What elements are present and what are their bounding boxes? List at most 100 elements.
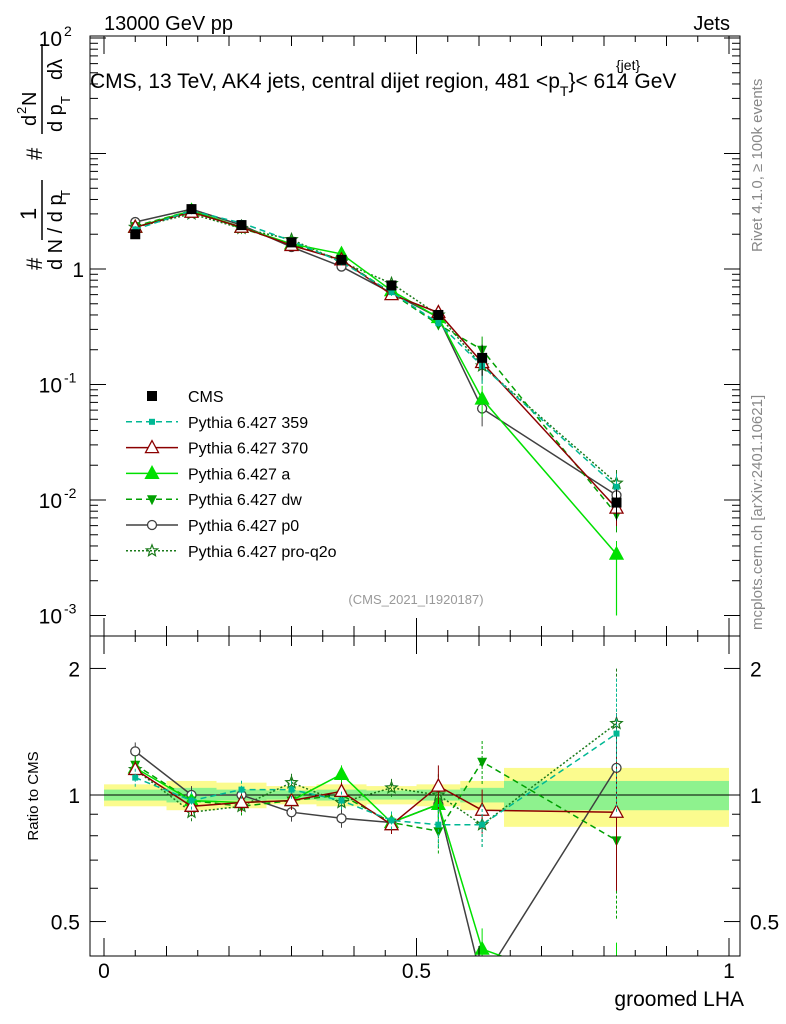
main-series-4 (130, 206, 622, 533)
main-ytick-label: 10 (39, 490, 62, 513)
main-point (286, 237, 297, 248)
ratio-ytick-label-right: 1 (750, 785, 762, 808)
ylabel-one: 1 (16, 208, 41, 220)
main-series-3 (127, 202, 625, 573)
main-point (433, 309, 444, 320)
title-end: }< 614 GeV (568, 70, 676, 93)
legend-marker (144, 439, 160, 454)
ratio-series-1 (132, 678, 620, 849)
legend-entry: CMS (147, 389, 224, 406)
ratio-ytick-label-right: 2 (750, 658, 762, 681)
main-ytick-label: 10 (39, 28, 62, 51)
ratio-frame (89, 635, 741, 957)
header-energy: 13000 GeV pp (104, 13, 233, 35)
ylabel-2: 2 (14, 107, 29, 114)
ratio-point (477, 757, 488, 768)
legend-label: Pythia 6.427 359 (188, 415, 308, 432)
main-point (236, 220, 247, 231)
ratio-point (188, 797, 195, 804)
header-category: Jets (693, 13, 730, 35)
ratio-point (183, 797, 200, 812)
main-ytick-exp: -3 (64, 601, 77, 617)
x-tick-label: 0 (98, 960, 110, 983)
title-sub: T (560, 83, 569, 99)
main-point (130, 229, 141, 240)
ratio-point (478, 977, 487, 986)
x-tick-label: 0.5 (402, 960, 431, 983)
ylabel-n: N (19, 92, 41, 106)
legend: CMS Pythia 6.427 359 Pythia 6.427 370 Pythi… (126, 389, 337, 561)
legend-entry: Pythia 6.427 359 (126, 415, 308, 432)
ratio-series (127, 668, 625, 986)
legend-marker (149, 418, 155, 425)
ratio-point (388, 817, 395, 824)
ylabel-d: d (19, 115, 41, 126)
main-point (336, 254, 347, 265)
rivet-version: Rivet 4.1.0, ≥ 100k events (749, 79, 766, 252)
ylabel-dn: d N / d p (45, 194, 67, 270)
legend-label: Pythia 6.427 a (188, 466, 290, 483)
ylabel-hash1: # (22, 257, 47, 270)
legend-label: CMS (188, 389, 224, 406)
ratio-point (284, 774, 299, 789)
ratio-point (333, 783, 350, 798)
ratio-point (288, 786, 295, 793)
legend-entry: Pythia 6.427 a (126, 465, 290, 483)
ratio-ytick-label: 2 (68, 658, 80, 681)
main-series-line (135, 209, 618, 488)
ratio-point (132, 774, 139, 781)
main-ytick-label: 10 (39, 606, 62, 629)
ratio-point (338, 797, 345, 804)
ratio-point (384, 780, 399, 795)
legend-marker (147, 495, 157, 506)
legend-entry: Pythia 6.427 370 (126, 439, 308, 458)
ratio-series-line (134, 760, 617, 842)
ratio-point (283, 792, 300, 807)
legend-label: Pythia 6.427 dw (188, 492, 302, 509)
main-ytick-exp: 2 (64, 23, 72, 39)
legend-marker (144, 465, 160, 480)
x-tick-label: 1 (723, 960, 735, 983)
ratio-ytick-label: 0.5 (51, 912, 80, 935)
main-series-1 (132, 207, 620, 505)
ratio-point (130, 746, 141, 757)
ratio-point (334, 794, 349, 809)
ratio-point (433, 827, 444, 838)
ratio-panel: 2 2 1 1 0.5 0.5 0 0.5 1 (51, 635, 779, 986)
mcplots-credit: mcplots.cern.ch [arXiv:2401.10621] (749, 395, 766, 630)
ylabel-dp: d p (45, 104, 67, 132)
ratio-point (474, 940, 490, 955)
ratio-point (336, 813, 347, 824)
ratio-series-line (134, 722, 617, 826)
ratio-ytick-label: 1 (68, 785, 80, 808)
ratio-point (333, 765, 350, 780)
main-point (186, 204, 197, 215)
main-point (435, 320, 442, 327)
legend-marker (144, 543, 160, 558)
main-point (613, 483, 620, 490)
legend-entry: Pythia 6.427 dw (126, 492, 302, 509)
ratio-ticks: 2 2 1 1 0.5 0.5 0 0.5 1 (51, 636, 779, 983)
ratio-ytick-label-right: 0.5 (750, 912, 779, 935)
ylabel-dlambda: dλ (45, 59, 67, 80)
ratio-ylabel: Ratio to CMS (25, 751, 42, 840)
main-point (474, 390, 490, 405)
title-superscript: {jet} (616, 57, 640, 73)
ratio-point (430, 777, 446, 792)
plot-title: CMS, 13 TeV, AK4 jets, central dijet reg… (90, 70, 676, 99)
legend-label: Pythia 6.427 370 (188, 441, 308, 458)
main-point (477, 352, 488, 363)
main-point (388, 289, 395, 296)
ratio-series-5 (130, 713, 622, 986)
ylabel-hash2: # (22, 147, 47, 160)
main-ytick-exp: -1 (64, 370, 77, 386)
main-ylabel: # 1 d N / d p T # d 2 N d p T dλ (14, 44, 73, 270)
main-series (127, 202, 625, 616)
main-series-0 (130, 204, 622, 521)
ratio-point (479, 821, 486, 828)
legend-entry: Pythia 6.427 pro-q2o (126, 543, 337, 561)
ratio-bands (104, 767, 729, 827)
